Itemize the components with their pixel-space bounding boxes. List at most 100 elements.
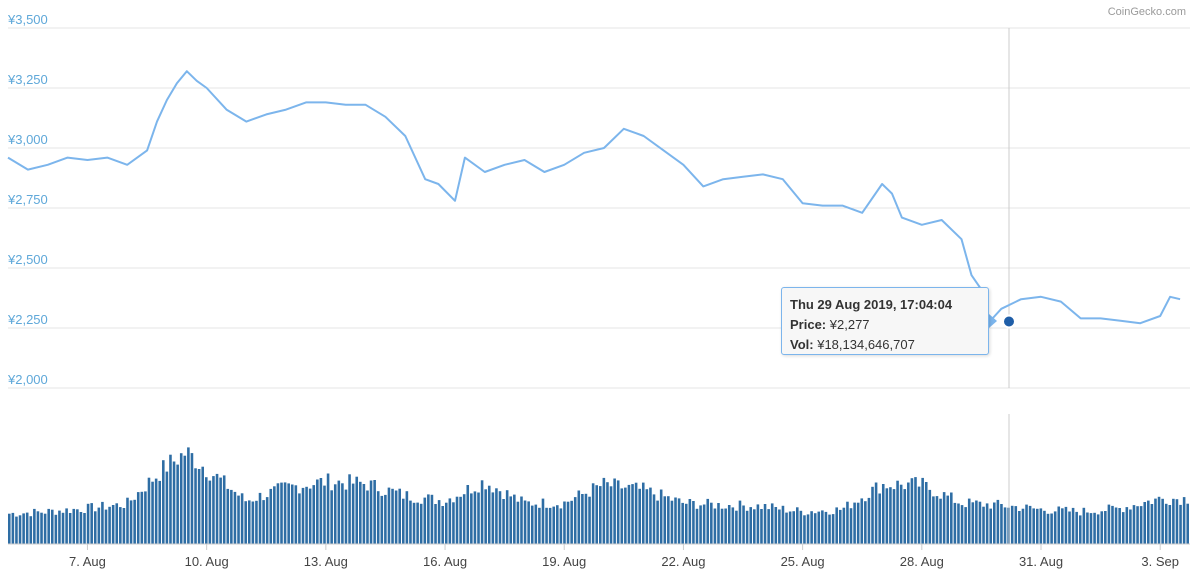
volume-bar <box>713 508 717 544</box>
volume-bar <box>169 454 172 544</box>
volume-bar <box>366 490 369 544</box>
volume-bar <box>892 489 896 544</box>
credit-label[interactable]: CoinGecko.com <box>1108 6 1186 18</box>
volume-bar <box>262 500 265 544</box>
volume-bar <box>240 493 244 544</box>
volume-bars <box>8 447 1189 544</box>
volume-bar <box>939 498 942 544</box>
volume-bar <box>1125 507 1129 544</box>
volume-bar <box>72 508 76 544</box>
volume-bar <box>624 487 627 544</box>
volume-bar <box>172 461 176 544</box>
volume-bar <box>305 486 308 544</box>
volume-bar <box>18 515 22 544</box>
volume-bar <box>205 477 208 544</box>
volume-bar <box>409 500 412 544</box>
volume-bar <box>480 480 484 544</box>
volume-bar <box>516 501 520 544</box>
volume-bar <box>136 492 140 544</box>
volume-bar <box>308 488 312 544</box>
volume-bar <box>577 490 581 544</box>
volume-bar <box>1082 507 1086 544</box>
volume-bar <box>301 487 305 544</box>
volume-bar <box>491 492 495 544</box>
volume-bar <box>65 508 68 544</box>
volume-bar <box>581 494 584 544</box>
volume-bar <box>846 501 849 544</box>
volume-bar <box>695 508 699 544</box>
volume-bar <box>917 486 921 544</box>
volume-bar <box>54 514 58 544</box>
volume-bar <box>76 509 79 544</box>
volume-bar <box>523 500 527 544</box>
tooltip-date-row: Thu 29 Aug 2019, 17:04:04 <box>790 295 980 315</box>
volume-bar <box>115 503 119 544</box>
volume-bar <box>978 501 982 544</box>
volume-bar <box>179 453 183 544</box>
volume-bar <box>513 494 516 544</box>
volume-bar <box>1147 500 1150 544</box>
volume-bar <box>162 460 165 544</box>
volume-bar <box>548 507 552 544</box>
volume-bar <box>244 501 247 544</box>
volume-bar <box>588 496 591 544</box>
volume-bar <box>505 490 509 544</box>
volume-bar <box>466 485 470 544</box>
volume-bar <box>907 482 910 544</box>
volume-bar <box>215 473 219 544</box>
y-tick-label: ¥2,500 <box>7 252 48 267</box>
volume-bar <box>1111 505 1114 544</box>
volume-bar <box>717 503 720 544</box>
volume-bar <box>1096 514 1100 544</box>
volume-bar <box>1032 508 1035 544</box>
volume-bar <box>1150 504 1154 544</box>
volume-bar <box>101 501 104 544</box>
volume-bar <box>1046 513 1050 544</box>
volume-bar <box>337 480 341 544</box>
volume-bar <box>688 499 692 544</box>
volume-bar <box>634 482 638 544</box>
tooltip-vol-row: Vol: ¥18,134,646,707 <box>790 335 980 355</box>
volume-bar <box>362 484 366 544</box>
volume-bar <box>316 479 319 544</box>
volume-bar <box>692 501 695 544</box>
volume-bar <box>1086 512 1089 544</box>
volume-bar <box>416 502 419 544</box>
volume-bar <box>1028 505 1032 544</box>
volume-bar <box>796 507 799 544</box>
volume-bar <box>781 505 785 544</box>
volume-bar <box>1100 511 1104 544</box>
volume-bar <box>530 505 534 544</box>
y-tick-label: ¥3,000 <box>7 132 48 147</box>
volume-bar <box>459 496 462 544</box>
volume-bar <box>1186 503 1189 544</box>
volume-bar <box>1043 510 1046 544</box>
volume-bar <box>402 498 405 544</box>
volume-bar <box>631 484 634 544</box>
volume-bar <box>563 501 566 544</box>
volume-bar <box>559 508 563 544</box>
volume-bar <box>821 510 824 544</box>
volume-bar <box>556 505 559 544</box>
hover-point-marker[interactable] <box>1002 314 1016 329</box>
volume-bar <box>645 489 649 544</box>
price-y-axis: ¥3,500 ¥3,250 ¥3,000 ¥2,750 ¥2,500 ¥2,250 ¥2,0… <box>7 12 48 387</box>
volume-bar <box>419 503 423 544</box>
volume-bar <box>1093 512 1096 544</box>
volume-bar <box>817 511 821 544</box>
volume-bar <box>785 512 788 544</box>
volume-bar <box>792 511 795 544</box>
volume-bar <box>405 491 409 544</box>
volume-bar <box>140 491 144 544</box>
volume-bar <box>1089 513 1093 544</box>
volume-bar <box>129 500 133 544</box>
volume-bar <box>427 494 430 544</box>
volume-bar <box>813 513 817 544</box>
volume-bar <box>176 464 179 544</box>
volume-bar <box>1050 513 1053 544</box>
volume-bar <box>1068 511 1071 544</box>
volume-bar <box>444 502 448 544</box>
volume-bar <box>495 488 498 544</box>
volume-bar <box>921 477 924 544</box>
volume-bar <box>889 487 892 544</box>
